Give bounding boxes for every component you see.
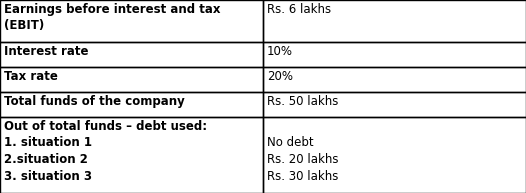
Text: Total funds of the company: Total funds of the company (4, 95, 185, 108)
Text: 10%: 10% (267, 45, 293, 58)
Text: Out of total funds – debt used:
1. situation 1
2.situation 2
3. situation 3: Out of total funds – debt used: 1. situa… (4, 120, 207, 183)
Bar (263, 92, 526, 117)
Bar (263, 117, 526, 193)
Bar (263, 0, 526, 42)
Text: 20%: 20% (267, 70, 293, 83)
Bar (0, 92, 263, 117)
Bar (0, 0, 263, 42)
Bar (263, 42, 526, 67)
Bar (0, 67, 263, 92)
Bar (0, 117, 263, 193)
Text: Rs. 6 lakhs: Rs. 6 lakhs (267, 3, 331, 16)
Text: Tax rate: Tax rate (4, 70, 58, 83)
Text: Earnings before interest and tax
(EBIT): Earnings before interest and tax (EBIT) (4, 3, 220, 32)
Text: Interest rate: Interest rate (4, 45, 88, 58)
Bar (263, 67, 526, 92)
Text: No debt
Rs. 20 lakhs
Rs. 30 lakhs: No debt Rs. 20 lakhs Rs. 30 lakhs (267, 120, 339, 183)
Text: Rs. 50 lakhs: Rs. 50 lakhs (267, 95, 338, 108)
Bar (0, 42, 263, 67)
